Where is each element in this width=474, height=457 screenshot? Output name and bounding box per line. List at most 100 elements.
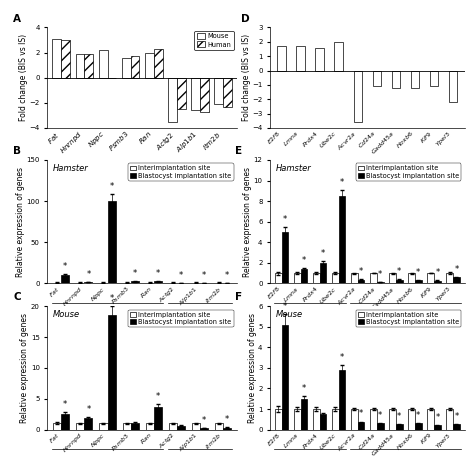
Text: B: B bbox=[13, 146, 21, 156]
Text: Down-regulated: Down-regulated bbox=[175, 310, 225, 315]
Bar bbox=[410, 70, 419, 88]
Bar bbox=[296, 46, 305, 70]
Bar bbox=[99, 50, 108, 78]
Bar bbox=[275, 409, 282, 430]
Bar bbox=[169, 423, 177, 430]
Bar bbox=[146, 282, 154, 283]
Bar bbox=[168, 78, 177, 122]
Bar bbox=[84, 419, 92, 430]
Text: Hamster: Hamster bbox=[276, 164, 312, 173]
Text: *: * bbox=[109, 294, 114, 303]
Text: *: * bbox=[416, 411, 420, 420]
Text: *: * bbox=[378, 411, 383, 420]
Text: *: * bbox=[63, 400, 67, 409]
Bar bbox=[192, 282, 200, 283]
Bar bbox=[392, 70, 400, 88]
Bar bbox=[84, 282, 92, 283]
Text: *: * bbox=[225, 415, 229, 425]
Bar bbox=[415, 280, 422, 283]
Bar bbox=[415, 423, 422, 430]
Bar bbox=[320, 414, 327, 430]
Bar bbox=[377, 282, 383, 283]
Bar bbox=[200, 428, 208, 430]
Bar bbox=[313, 273, 320, 283]
Text: *: * bbox=[359, 409, 363, 419]
Bar bbox=[100, 282, 108, 283]
Bar bbox=[408, 273, 415, 283]
Bar bbox=[169, 282, 177, 283]
Legend: Interimplantation site, Blastocyst implantation site: Interimplantation site, Blastocyst impla… bbox=[128, 309, 234, 327]
Bar bbox=[351, 273, 358, 283]
Y-axis label: Relative expression of genes: Relative expression of genes bbox=[243, 167, 252, 276]
Bar bbox=[123, 282, 131, 283]
Bar bbox=[275, 273, 282, 283]
Bar bbox=[294, 273, 301, 283]
Text: *: * bbox=[435, 413, 439, 422]
Bar bbox=[61, 40, 70, 78]
Text: *: * bbox=[340, 178, 344, 187]
Bar bbox=[332, 409, 339, 430]
Text: *: * bbox=[416, 268, 420, 277]
Text: D: D bbox=[241, 14, 250, 24]
Text: E: E bbox=[235, 146, 242, 156]
Bar bbox=[389, 409, 396, 430]
Text: Up-regulated: Up-regulated bbox=[290, 310, 331, 315]
Text: *: * bbox=[179, 271, 183, 280]
Legend: Interimplantation site, Blastocyst implantation site: Interimplantation site, Blastocyst impla… bbox=[128, 163, 234, 181]
Text: *: * bbox=[283, 215, 287, 224]
Bar bbox=[447, 409, 453, 430]
Bar bbox=[223, 78, 232, 106]
Text: *: * bbox=[378, 270, 383, 278]
Bar bbox=[377, 423, 383, 430]
Text: *: * bbox=[283, 303, 287, 311]
Bar bbox=[315, 48, 324, 70]
Text: *: * bbox=[133, 269, 137, 278]
Bar bbox=[434, 281, 441, 283]
Bar bbox=[447, 273, 453, 283]
Y-axis label: Fold change (BIS vs IS): Fold change (BIS vs IS) bbox=[242, 34, 251, 121]
Bar bbox=[61, 275, 69, 283]
Bar bbox=[146, 423, 154, 430]
Text: Hamster: Hamster bbox=[53, 164, 89, 173]
Text: *: * bbox=[454, 265, 458, 274]
Bar bbox=[313, 409, 320, 430]
Bar bbox=[177, 78, 186, 109]
Bar bbox=[53, 282, 61, 283]
Y-axis label: Relative expression of genes: Relative expression of genes bbox=[16, 167, 25, 276]
Text: F: F bbox=[235, 292, 242, 302]
Legend: Interimplantation site, Blastocyst implantation site: Interimplantation site, Blastocyst impla… bbox=[356, 309, 461, 327]
Bar bbox=[191, 78, 200, 111]
Bar bbox=[192, 423, 200, 430]
Text: *: * bbox=[454, 412, 458, 421]
Text: *: * bbox=[302, 383, 306, 393]
Legend: Interimplantation site, Blastocyst implantation site: Interimplantation site, Blastocyst impla… bbox=[356, 163, 461, 181]
Bar bbox=[277, 46, 286, 70]
Bar bbox=[154, 282, 162, 283]
Bar bbox=[122, 58, 131, 78]
Text: *: * bbox=[86, 405, 91, 414]
Bar bbox=[76, 54, 84, 78]
Bar bbox=[358, 280, 365, 283]
Text: *: * bbox=[435, 268, 439, 277]
Bar bbox=[282, 325, 288, 430]
Y-axis label: Relative expression of genes: Relative expression of genes bbox=[247, 313, 256, 423]
Bar bbox=[332, 273, 339, 283]
Bar bbox=[214, 78, 223, 104]
Bar bbox=[430, 70, 438, 86]
Text: Mouse: Mouse bbox=[276, 310, 303, 319]
Bar bbox=[154, 407, 162, 430]
Text: Up-regulated: Up-regulated bbox=[87, 310, 128, 315]
Bar bbox=[453, 277, 460, 283]
Text: Down-regulated: Down-regulated bbox=[380, 310, 431, 315]
Text: *: * bbox=[202, 416, 206, 425]
Text: *: * bbox=[321, 249, 325, 258]
Bar bbox=[339, 196, 346, 283]
Bar bbox=[370, 273, 377, 283]
Bar bbox=[223, 428, 231, 430]
Bar bbox=[100, 423, 108, 430]
Bar bbox=[53, 39, 61, 78]
Text: *: * bbox=[340, 353, 344, 362]
Bar bbox=[200, 78, 209, 112]
Bar bbox=[215, 423, 223, 430]
Bar bbox=[396, 280, 402, 283]
